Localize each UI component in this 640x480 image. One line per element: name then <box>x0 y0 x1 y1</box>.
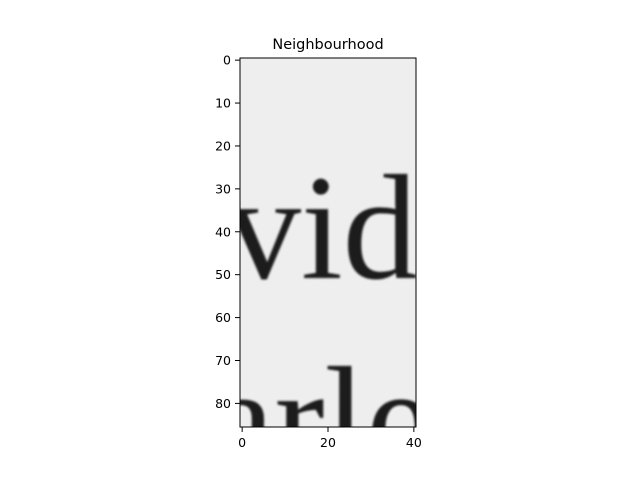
glyph-group-bottom: arle <box>208 337 433 480</box>
y-tick-label: 80 <box>215 396 231 411</box>
y-tick-label: 70 <box>215 353 231 368</box>
y-axis: 0 10 20 30 40 50 60 70 80 <box>215 53 240 411</box>
image-grain <box>240 58 416 427</box>
image-text-bottom: arle <box>208 337 433 480</box>
x-axis: 0 20 40 <box>238 427 422 450</box>
glyph-group-top: vid <box>226 145 418 311</box>
y-tick-label: 10 <box>215 96 231 111</box>
y-tick-label: 50 <box>215 267 231 282</box>
image-area: vid arle <box>208 58 433 480</box>
y-tick-label: 60 <box>215 310 231 325</box>
x-tick-label: 40 <box>406 435 422 450</box>
y-tick-label: 20 <box>215 138 231 153</box>
chart-title: Neighbourhood <box>272 37 383 53</box>
x-tick-label: 20 <box>320 435 336 450</box>
y-tick-label: 40 <box>215 224 231 239</box>
image-text-top: vid <box>226 145 418 311</box>
y-tick-label: 0 <box>223 53 231 68</box>
y-tick-label: 30 <box>215 181 231 196</box>
x-tick-label: 0 <box>238 435 246 450</box>
